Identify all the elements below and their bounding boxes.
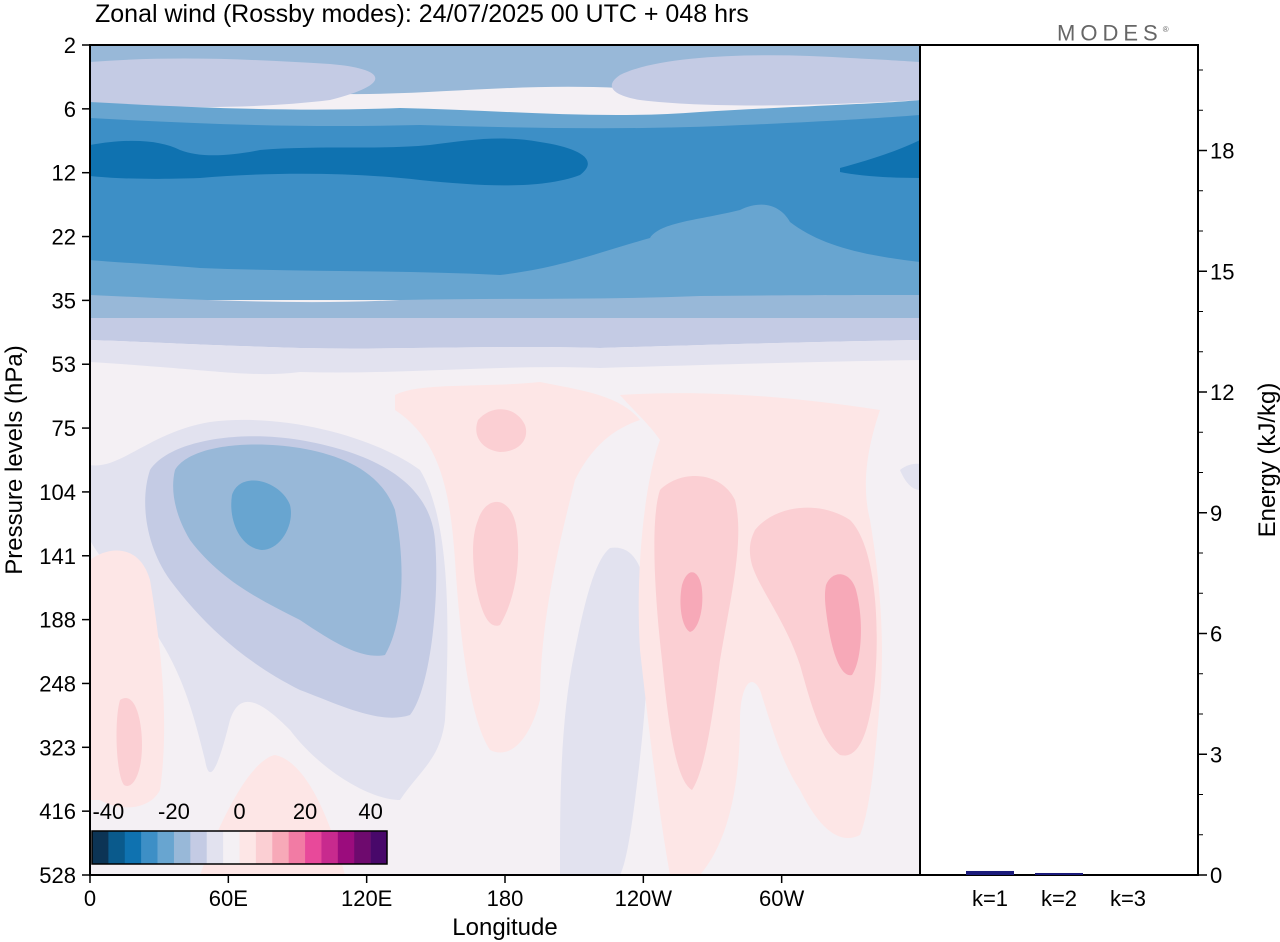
y-tick-label: 12 [52, 161, 76, 186]
band-lowest-faint [90, 340, 920, 375]
logo-registered-mark: ® [1162, 25, 1169, 34]
band-top-pale-east [611, 55, 920, 106]
pink-dateline-core-upper [476, 409, 527, 452]
band-top-pale [90, 58, 376, 107]
colorbar-swatch [239, 831, 257, 864]
colorbar-swatch [173, 831, 191, 864]
pink-east-core-a [680, 572, 703, 632]
colorbar-frame [91, 830, 388, 865]
x-tick-label: 120E [341, 886, 392, 911]
band-lower-light [90, 295, 920, 318]
pink-east-core-b [824, 574, 861, 676]
colorbar-swatch [157, 831, 175, 864]
colorbar-label: -40 [92, 799, 124, 824]
pink-east-mid-a [654, 476, 739, 790]
colorbar-swatch [223, 831, 240, 864]
colorbar-labels: -40 -20 0 20 40 [92, 799, 382, 824]
x-tick-label: 60W [759, 886, 804, 911]
y-tick-label: 416 [39, 799, 76, 824]
pink-west-core [116, 698, 142, 786]
pink-west-column [90, 550, 165, 808]
colorbar-swatch [272, 831, 289, 864]
pressure-axis-ticks: 2 6 12 22 35 53 75 104 141 188 248 323 416 528 [39, 33, 90, 888]
colorbar-swatches [92, 831, 388, 864]
y-tick-label: 141 [39, 544, 76, 569]
y-tick-label: 35 [52, 288, 76, 313]
bar-category-label: k=3 [1110, 886, 1146, 911]
colorbar-swatch [141, 831, 158, 864]
colorbar-swatch [288, 831, 306, 864]
energy-axis-ticks: 0 3 6 9 12 15 18 [1198, 69, 1234, 888]
colorbar-swatch [190, 831, 208, 864]
y-tick-label: 6 [64, 97, 76, 122]
colorbar-label: -20 [158, 799, 190, 824]
blue-lobe-core [231, 480, 291, 550]
energy-bar [1035, 872, 1083, 875]
energy-tick-label: 12 [1210, 380, 1234, 405]
blue-east-speck [900, 463, 920, 490]
pink-east-mid-b [749, 507, 877, 756]
x-tick-label: 60E [209, 886, 248, 911]
modes-logo: MODES® [1057, 18, 1169, 45]
y-tick-label: 2 [64, 33, 76, 58]
energy-tick-label: 9 [1210, 501, 1222, 526]
energy-tick-label: 0 [1210, 863, 1222, 888]
colorbar-label: 20 [293, 799, 317, 824]
colorbar-swatch [124, 831, 142, 864]
band-darkest-west [90, 138, 588, 186]
stratospheric-bands [90, 45, 920, 375]
energy-tick-label: 3 [1210, 742, 1222, 767]
colorbar-swatch [92, 831, 109, 864]
colorbar-swatch [206, 831, 224, 864]
y-tick-label: 188 [39, 608, 76, 633]
colorbar-label: 40 [358, 799, 382, 824]
energy-tick-label: 6 [1210, 622, 1222, 647]
energy-tick-label: 15 [1210, 259, 1234, 284]
energy-bars [966, 870, 1083, 875]
y-tick-label: 528 [39, 863, 76, 888]
bar-category-label: k=1 [972, 886, 1008, 911]
x-tick-label: 180 [487, 886, 524, 911]
energy-bar [966, 870, 1014, 875]
bar-panel-frame [919, 44, 1199, 876]
blue-lobe-inner [173, 444, 402, 656]
band-darkest-east [840, 140, 920, 178]
y-tick-label: 323 [39, 735, 76, 760]
longitude-axis-ticks: 0 60E 120E 180 120W 60W [84, 875, 805, 911]
bar-category-label: k=2 [1041, 886, 1077, 911]
y-tick-label: 22 [52, 225, 76, 250]
energy-axis-title: Energy (kJ/kg) [1254, 383, 1280, 538]
x-tick-label: 0 [84, 886, 96, 911]
band-lower-pale [90, 318, 920, 349]
pink-dateline-core-lower [473, 501, 519, 626]
x-tick-label: 120W [615, 886, 673, 911]
y-tick-label: 104 [39, 480, 76, 505]
y-tick-label: 75 [52, 416, 76, 441]
y-axis-title: Pressure levels (hPa) [1, 345, 28, 574]
pink-dateline-column [395, 382, 640, 753]
bar-x-tick-labels: k=1 k=2 k=3 [972, 886, 1146, 911]
blue-dateline-column [560, 547, 649, 875]
colorbar-swatch [337, 831, 355, 864]
colorbar: -40 -20 0 20 40 [91, 799, 388, 865]
tropospheric-features [90, 382, 920, 875]
chart-title: Zonal wind (Rossby modes): 24/07/2025 00… [95, 0, 749, 28]
colorbar-swatch [321, 831, 339, 864]
colorbar-swatch [370, 831, 388, 864]
logo-text: MODES [1057, 20, 1163, 46]
colorbar-label: 0 [233, 799, 245, 824]
x-axis-title: Longitude [452, 914, 557, 941]
y-tick-label: 248 [39, 671, 76, 696]
colorbar-swatch [255, 831, 273, 864]
colorbar-swatch [108, 831, 126, 864]
energy-tick-label: 18 [1210, 139, 1234, 164]
zonal-wind-heatmap [90, 45, 920, 875]
energy-bar-panel: k=1 k=2 k=3 0 3 6 9 12 15 18 [919, 44, 1234, 911]
y-tick-label: 53 [52, 352, 76, 377]
colorbar-swatch [305, 831, 322, 864]
colorbar-swatch [354, 831, 371, 864]
